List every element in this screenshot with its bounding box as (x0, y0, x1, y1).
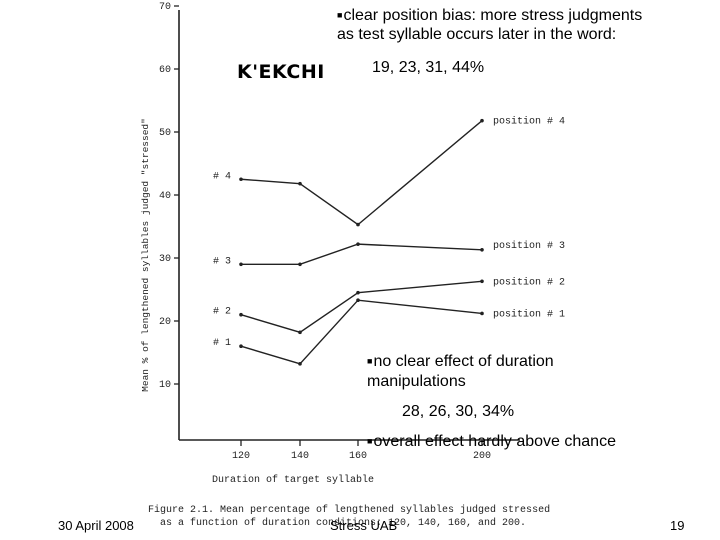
y-tick-label: 50 (159, 128, 171, 139)
data-point (480, 279, 484, 284)
series-left-label: # 2 (213, 307, 231, 318)
data-point (239, 312, 243, 317)
series-position-3: # 3 position # 3 (213, 240, 565, 267)
data-point (356, 290, 360, 295)
x-tick-label: 200 (473, 451, 491, 462)
series-line (241, 243, 483, 265)
bullet-marker-3: ■ (367, 436, 373, 446)
series-position-2: # 2 position # 2 (213, 276, 565, 335)
series-line (240, 299, 483, 365)
series-left-label: # 1 (213, 338, 231, 349)
data-point (298, 330, 302, 335)
y-tick-label: 30 (159, 254, 171, 265)
chart-axes (178, 10, 520, 441)
data-point (239, 177, 243, 182)
y-ticks: 10 20 30 40 50 60 70 (159, 2, 179, 391)
data-point (298, 181, 302, 186)
bullet-marker-1: ■ (337, 10, 343, 20)
series-left-label: # 4 (213, 171, 231, 182)
y-tick-label: 70 (159, 2, 171, 13)
series-line (240, 120, 483, 226)
data-point (480, 248, 484, 252)
data-point (356, 222, 360, 227)
series-right-label: position # 1 (493, 308, 565, 320)
data-point (298, 362, 302, 366)
figure-caption-line-1: Figure 2.1. Mean percentage of lengthene… (148, 504, 550, 516)
x-axis-label: Duration of target syllable (212, 474, 374, 486)
data-point (480, 311, 484, 316)
y-axis-label: Mean % of lengthened syllables judged "s… (140, 118, 151, 392)
series-left-label: # 3 (213, 256, 231, 267)
data-point (239, 262, 243, 267)
data-point (480, 118, 484, 123)
bullet-2-values: 28, 26, 30, 34% (402, 403, 515, 420)
series-right-label: position # 3 (493, 240, 565, 252)
series-line (240, 280, 483, 334)
bullet-2-line-1: ■no clear effect of duration (367, 353, 554, 370)
x-ticks: 120 140 160 200 (232, 440, 491, 462)
chart-title: K'EKCHI (237, 61, 325, 83)
bullet-3: ■overall effect hardly above chance (367, 433, 616, 450)
footer-center: Stress UAB (330, 518, 398, 533)
bullet-1-line-1: ■clear position bias: more stress judgme… (337, 7, 643, 24)
y-tick-label: 20 (159, 317, 171, 328)
y-tick-label: 10 (159, 380, 171, 391)
x-tick-label: 140 (291, 451, 309, 462)
y-tick-label: 60 (159, 65, 171, 76)
footer-page-number: 19 (670, 518, 685, 533)
bullet-1-line-2: as test syllable occurs later in the wor… (337, 26, 617, 43)
series-position-4: # 4 position # 4 (213, 116, 565, 227)
series-layer: # 4 position # 4 # 3 position # 3 # 2 positio… (213, 116, 565, 366)
bullet-2-line-2: manipulations (367, 373, 466, 390)
data-point (356, 298, 360, 303)
series-position-1: # 1 position # 1 (213, 298, 565, 366)
x-tick-label: 120 (232, 451, 250, 462)
data-point (298, 262, 302, 267)
footer-date: 30 April 2008 (58, 518, 134, 533)
series-right-label: position # 4 (493, 116, 565, 128)
bullet-marker-2: ■ (367, 356, 373, 366)
bullet-1-values: 19, 23, 31, 44% (372, 59, 485, 76)
series-right-label: position # 2 (493, 276, 565, 288)
figure-caption-line-2: as a function of duration conditions: 12… (160, 517, 526, 529)
y-tick-label: 40 (159, 191, 171, 202)
data-point (356, 242, 360, 246)
data-point (239, 344, 243, 349)
x-tick-label: 160 (349, 451, 367, 462)
